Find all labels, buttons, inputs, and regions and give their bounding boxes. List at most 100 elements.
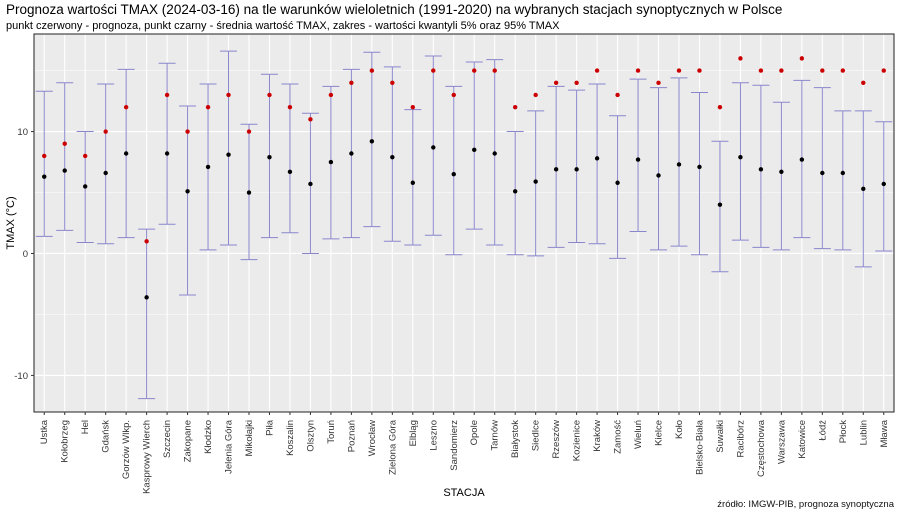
x-axis-title: STACJA [443,487,485,499]
x-tick-label: Łódź [817,420,828,441]
mean-point [697,164,702,170]
range-bar [752,84,770,248]
mean-points [42,139,886,300]
forecast-point [431,68,436,73]
mean-point [287,169,293,174]
mean-point [451,172,456,177]
range-bar [158,62,176,225]
x-tick-label: Kielce [654,420,665,446]
range-bar [404,109,422,246]
forecast-point [553,80,559,85]
forecast-point [594,68,600,73]
x-tick-label: Lublin [858,420,869,445]
mean-point [246,190,252,195]
forecast-point [205,104,211,110]
x-tick-label: Rzeszów [551,420,562,459]
y-tick-label: 10 [17,127,28,138]
forecast-point [390,80,395,85]
range-bar [383,66,401,242]
chart-title: Prognoza wartości TMAX (2024-03-16) na t… [6,2,783,17]
x-tick-label: Ustka [39,419,50,444]
forecast-point [349,80,354,85]
forecast-point [185,129,190,134]
forecast-points [42,56,886,244]
range-bars [35,50,893,400]
forecast-point [308,117,313,122]
mean-point [574,167,579,172]
mean-point [431,145,436,150]
x-tick-label: Wrocław [367,420,378,456]
x-tick-label: Tarnów [490,420,501,451]
chart-subtitle: punkt czerwony - prognoza, punkt czarny … [6,20,560,32]
forecast-point [717,104,723,110]
forecast-point [799,56,805,61]
mean-point [472,147,477,153]
forecast-point [840,68,846,73]
x-tick-label: Białystok [510,420,521,458]
range-bar [650,87,668,251]
y-axis-title: TMAX (°C) [5,196,17,249]
range-bar [834,110,852,251]
x-tick-label: Gdańsk [101,420,112,453]
mean-point [390,154,395,160]
forecast-point [267,92,272,98]
x-tick-label: Warszawa [776,419,787,464]
x-tick-label: Piła [264,419,275,436]
mean-point [840,170,846,176]
range-bar [179,105,197,296]
range-bar [629,78,647,233]
mean-point [553,167,559,172]
mean-point [881,181,886,187]
range-bar [138,228,156,400]
range-bar [568,89,586,244]
x-tick-label: Sandomierz [449,420,460,471]
mean-point [676,162,682,167]
mean-point [226,152,231,157]
y-tick-label: 0 [23,249,28,260]
x-tick-label: Leszno [428,420,439,451]
x-tick-label: Suwałki [715,420,726,453]
mean-point [82,184,88,189]
range-bar [690,92,708,256]
range-bar [772,101,790,251]
x-tick-label: Wieluń [633,420,644,449]
x-tick-label: Kasprowy Wierch [142,420,153,494]
x-tick-label: Częstochowa [756,419,767,477]
x-tick-label: Jelenia Góra [224,419,235,474]
forecast-point [287,104,293,110]
mean-point [42,174,47,179]
mean-point [410,180,416,185]
y-ticks: -10 0 10 [14,127,34,382]
range-bar [588,83,606,245]
x-tick-label: Mława [879,419,890,447]
mean-point [594,156,600,161]
forecast-point [492,68,497,73]
mean-point [779,169,784,174]
x-tick-label: Kołobrzeg [60,420,71,463]
x-tick-label: Poznań [346,420,357,452]
range-bar [465,61,483,230]
x-tick-label: Olsztyn [305,420,316,452]
x-tick-label: Kozienice [572,420,583,461]
mean-point [123,151,129,156]
forecast-point [533,92,538,98]
forecast-point [144,239,149,244]
x-tick-label: Katowice [797,420,808,459]
x-tick-label: Opole [469,420,480,445]
forecast-point [574,80,579,85]
range-bar [609,115,627,259]
source-note: źródło: IMGW-PIB, prognoza synoptyczna [717,499,894,510]
forecast-point [410,104,416,110]
mean-point [144,295,149,300]
range-bar [875,121,893,252]
range-bar [56,82,74,231]
mean-point [512,189,518,194]
mean-point [205,164,211,170]
x-tick-label: Siedlce [531,420,542,451]
x-tick-label: Zamość [613,420,624,454]
range-bar [547,85,565,248]
mean-point [103,170,108,176]
range-bar [445,85,463,256]
forecast-point [42,153,47,159]
forecast-point [123,104,129,110]
